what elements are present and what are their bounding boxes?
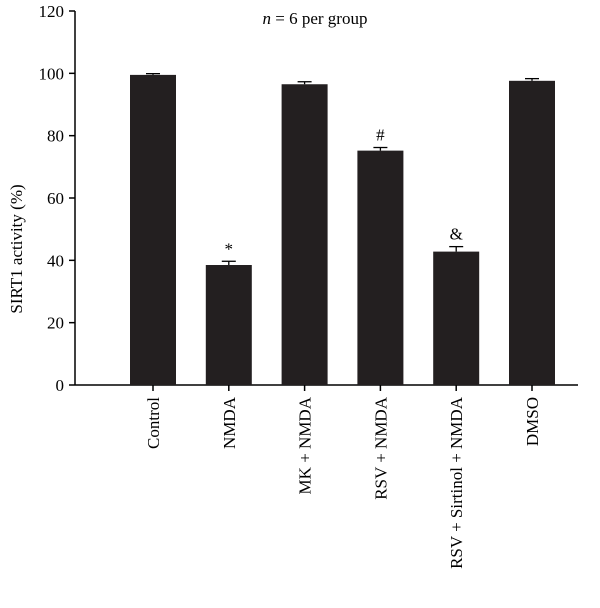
y-tick-label: 40 (47, 251, 64, 270)
y-tick-label: 20 (47, 314, 64, 333)
bar (509, 80, 555, 386)
bar (433, 251, 480, 385)
significance-mark: & (450, 225, 463, 244)
bar (281, 84, 328, 385)
y-tick-label: 100 (39, 64, 65, 83)
x-tick-label: DMSO (523, 397, 542, 446)
x-tick-label: RSV + Sirtinol + NMDA (447, 396, 466, 569)
significance-mark: # (376, 126, 385, 145)
bar (205, 265, 252, 385)
y-tick-label: 0 (56, 376, 65, 395)
x-tick-label: NMDA (220, 396, 239, 449)
x-tick-label: Control (144, 397, 163, 449)
y-tick-label: 80 (47, 127, 64, 146)
annotation-suffix: = 6 per group (271, 9, 367, 28)
bar (130, 74, 176, 386)
y-tick-label: 120 (39, 2, 65, 21)
x-axis-labels: Control NMDA MK + NMDA RSV + NMDA RSV + Sirt… (144, 396, 542, 569)
significance-mark: * (225, 239, 234, 258)
y-tick-label: 60 (47, 189, 64, 208)
bar (357, 150, 404, 385)
annotation-text: n = 6 per group (263, 9, 368, 28)
x-tick-label: RSV + NMDA (371, 396, 390, 500)
annotation-prefix: n (263, 9, 272, 28)
y-axis-label: SIRT1 activity (%) (7, 184, 26, 313)
x-tick-label: MK + NMDA (296, 396, 315, 494)
bars: * # & (130, 72, 555, 386)
